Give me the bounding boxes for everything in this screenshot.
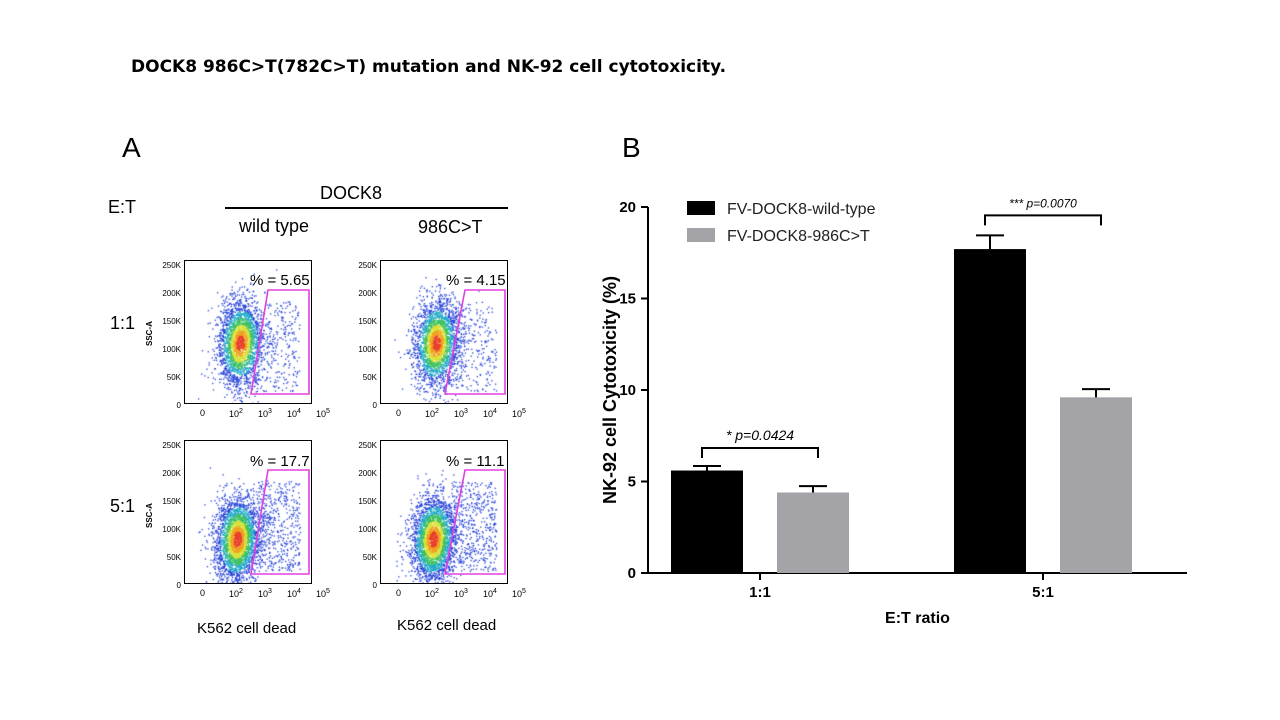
slide-title: DOCK8 986C>T(782C>T) mutation and NK-92 …: [131, 57, 727, 77]
legend-label: FV-DOCK8-986C>T: [727, 228, 870, 245]
flow-scatter-points: [381, 261, 507, 403]
flow-x-tick-label: 105: [512, 408, 526, 419]
flow-plot-area: [380, 440, 508, 584]
y-tick-label: 0: [628, 565, 636, 582]
flow-x-tick-label: 102: [425, 588, 439, 599]
x-tick-label: 1:1: [749, 584, 771, 601]
flow-x-tick-label: 104: [287, 408, 301, 419]
flow-x-tick-label: 102: [229, 588, 243, 599]
panel-a-letter: A: [122, 132, 141, 163]
flow-y-tick-label: 150K: [358, 317, 377, 326]
flow-x-tick-label: 103: [258, 588, 272, 599]
flow-x-tick-label: 103: [258, 408, 272, 419]
flow-y-tick-label: 100K: [162, 345, 181, 354]
flow-y-tick-label: 50K: [166, 373, 181, 382]
et-label: E:T: [108, 197, 137, 217]
significance-label: * p=0.0424: [726, 427, 794, 443]
flow-gate: [250, 469, 310, 575]
gate-percentage: % = 17.7: [250, 453, 310, 470]
y-axis-title: NK-92 cell Cytotoxicity (%): [600, 276, 620, 504]
y-tick-label: 5: [628, 474, 636, 491]
flow-scatter-points: [381, 441, 507, 583]
flow-x-tick-label: 104: [483, 408, 497, 419]
flow-y-tick-label: 100K: [358, 345, 377, 354]
flow-x-tick-label: 105: [316, 408, 330, 419]
flow-x-tick-label: 104: [287, 588, 301, 599]
flow-y-tick-label: 100K: [358, 525, 377, 534]
flow-y-tick-label: 0: [176, 401, 181, 410]
flow-y-tick-label: 0: [372, 401, 377, 410]
flow-y-tick-label: 250K: [358, 441, 377, 450]
flow-y-tick-label: 0: [176, 581, 181, 590]
legend-swatch: [687, 201, 715, 215]
flow-scatter-points: [185, 441, 311, 583]
legend-swatch: [687, 228, 715, 242]
flow-y-tick-label: 0: [372, 581, 377, 590]
flow-y-tick-label: 200K: [358, 289, 377, 298]
panel-b-letter: B: [622, 132, 641, 163]
bar-mutant-5-1: [1060, 397, 1132, 573]
gate-percentage: % = 11.1: [446, 453, 505, 470]
cytotoxicity-bar-chart: 0 5 10 15 20 NK-92 cell Cytotoxicity (%) E:T r…: [600, 196, 1187, 627]
flow-gate: [444, 289, 506, 395]
flow-x-tick-label: 0: [200, 408, 206, 418]
y-axis-label-row-1: SSC-A: [145, 321, 154, 346]
flow-y-tick-label: 50K: [362, 553, 377, 562]
flow-y-tick-label: 200K: [162, 289, 181, 298]
dock8-group-label: DOCK8: [320, 183, 383, 203]
gate-percentage: % = 5.65: [250, 272, 310, 289]
x-axis-title: E:T ratio: [885, 610, 950, 627]
flow-plot-area: [184, 260, 312, 404]
flow-x-tick-label: 0: [200, 588, 206, 598]
significance-label: *** p=0.0070: [1009, 196, 1077, 210]
y-tick-label: 15: [619, 291, 636, 308]
row-label-1-1: 1:1: [110, 313, 136, 333]
flow-y-tick-label: 150K: [358, 497, 377, 506]
x-axis-label-col-2: K562 cell dead: [397, 617, 497, 634]
flow-y-tick-label: 50K: [362, 373, 377, 382]
flow-plot-area: [380, 260, 508, 404]
flow-y-tick-label: 150K: [162, 497, 181, 506]
x-tick-label: 5:1: [1032, 584, 1054, 601]
flow-x-tick-label: 102: [425, 408, 439, 419]
flow-x-tick-label: 103: [454, 408, 468, 419]
gate-percentage: % = 4.15: [446, 272, 506, 289]
x-axis-label-col-1: K562 cell dead: [197, 620, 297, 637]
row-label-5-1: 5:1: [110, 496, 136, 516]
flow-y-tick-label: 150K: [162, 317, 181, 326]
flow-y-tick-label: 100K: [162, 525, 181, 534]
flow-y-tick-label: 200K: [358, 469, 377, 478]
flow-x-tick-label: 0: [396, 408, 402, 418]
flow-x-tick-label: 103: [454, 588, 468, 599]
flow-plot-area: [184, 440, 312, 584]
bar-mutant-1-1: [777, 492, 849, 573]
flow-y-tick-label: 250K: [358, 261, 377, 270]
flow-y-tick-label: 250K: [162, 441, 181, 450]
flow-x-tick-label: 105: [512, 588, 526, 599]
flow-x-tick-label: 0: [396, 588, 402, 598]
y-tick-label: 20: [619, 199, 636, 216]
column-label-986c-t: 986C>T: [418, 217, 483, 237]
y-tick-label: 10: [619, 382, 636, 399]
significance-bracket: [701, 446, 819, 458]
bar-wild-type-5-1: [954, 249, 1026, 573]
flow-y-tick-label: 50K: [166, 553, 181, 562]
column-label-wild-type: wild type: [239, 216, 310, 236]
flow-gate: [444, 469, 506, 575]
flow-scatter-points: [185, 261, 311, 403]
flow-y-tick-label: 200K: [162, 469, 181, 478]
flow-y-tick-label: 250K: [162, 261, 181, 270]
significance-bracket: [984, 214, 1102, 226]
legend-label: FV-DOCK8-wild-type: [727, 201, 876, 218]
y-axis-label-row-2: SSC-A: [145, 503, 154, 528]
flow-x-tick-label: 105: [316, 588, 330, 599]
dock8-group-line: [225, 207, 508, 209]
flow-x-tick-label: 104: [483, 588, 497, 599]
flow-x-tick-label: 102: [229, 408, 243, 419]
flow-gate: [250, 289, 310, 395]
bar-wild-type-1-1: [671, 470, 743, 573]
